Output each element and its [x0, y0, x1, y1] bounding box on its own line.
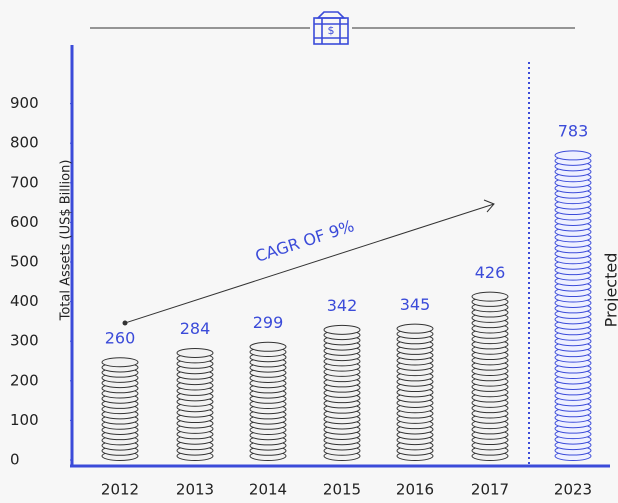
value-label: 426 — [475, 263, 506, 282]
y-tick-label: 700 — [10, 173, 39, 191]
x-tick-label: 2012 — [101, 481, 139, 499]
x-tick-label: 2013 — [176, 481, 214, 499]
cagr-arrowhead — [483, 199, 495, 213]
y-tick-label: 800 — [10, 134, 39, 152]
y-tick-label: 600 — [10, 213, 39, 231]
svg-text:$: $ — [328, 24, 335, 37]
value-label: 284 — [180, 319, 211, 338]
x-tick-label: 2014 — [249, 481, 287, 499]
bank-icon: $ — [313, 11, 349, 45]
cagr-arrow — [124, 203, 495, 324]
coin — [396, 323, 434, 334]
y-tick-label: 400 — [10, 292, 39, 310]
coin-stack — [554, 150, 592, 461]
y-tick-label: 0 — [10, 451, 20, 469]
value-label: 783 — [558, 121, 589, 140]
cagr-label: CAGR OF 9% — [253, 216, 357, 266]
y-tick-label: 200 — [10, 371, 39, 389]
y-tick-label: 900 — [10, 94, 39, 112]
coin-stack — [176, 347, 214, 461]
coin-stack — [249, 341, 287, 461]
y-tick-label: 300 — [10, 332, 39, 350]
coin-stack — [101, 357, 139, 461]
coin-stack — [396, 323, 434, 461]
x-tick-label: 2023 — [554, 481, 592, 499]
coin-stack — [471, 291, 509, 461]
cagr-arrow-start — [122, 320, 128, 326]
y-tick-label: 100 — [10, 411, 39, 429]
coin — [101, 357, 139, 368]
projected-label: Projected — [602, 253, 618, 328]
x-tick-label: 2017 — [471, 481, 509, 499]
coin-stack — [323, 324, 361, 461]
y-axis-label: Total Assets (US$ Billion) — [59, 160, 74, 322]
y-tick-label: 500 — [10, 253, 39, 271]
x-tick-label: 2015 — [323, 481, 361, 499]
coin — [554, 150, 592, 161]
value-label: 345 — [400, 295, 431, 314]
value-label: 260 — [105, 329, 136, 348]
coin — [176, 347, 214, 358]
coin — [249, 341, 287, 352]
value-label: 342 — [327, 296, 358, 315]
coin — [323, 324, 361, 335]
coin — [471, 291, 509, 302]
value-label: 299 — [253, 313, 284, 332]
x-tick-label: 2016 — [396, 481, 434, 499]
